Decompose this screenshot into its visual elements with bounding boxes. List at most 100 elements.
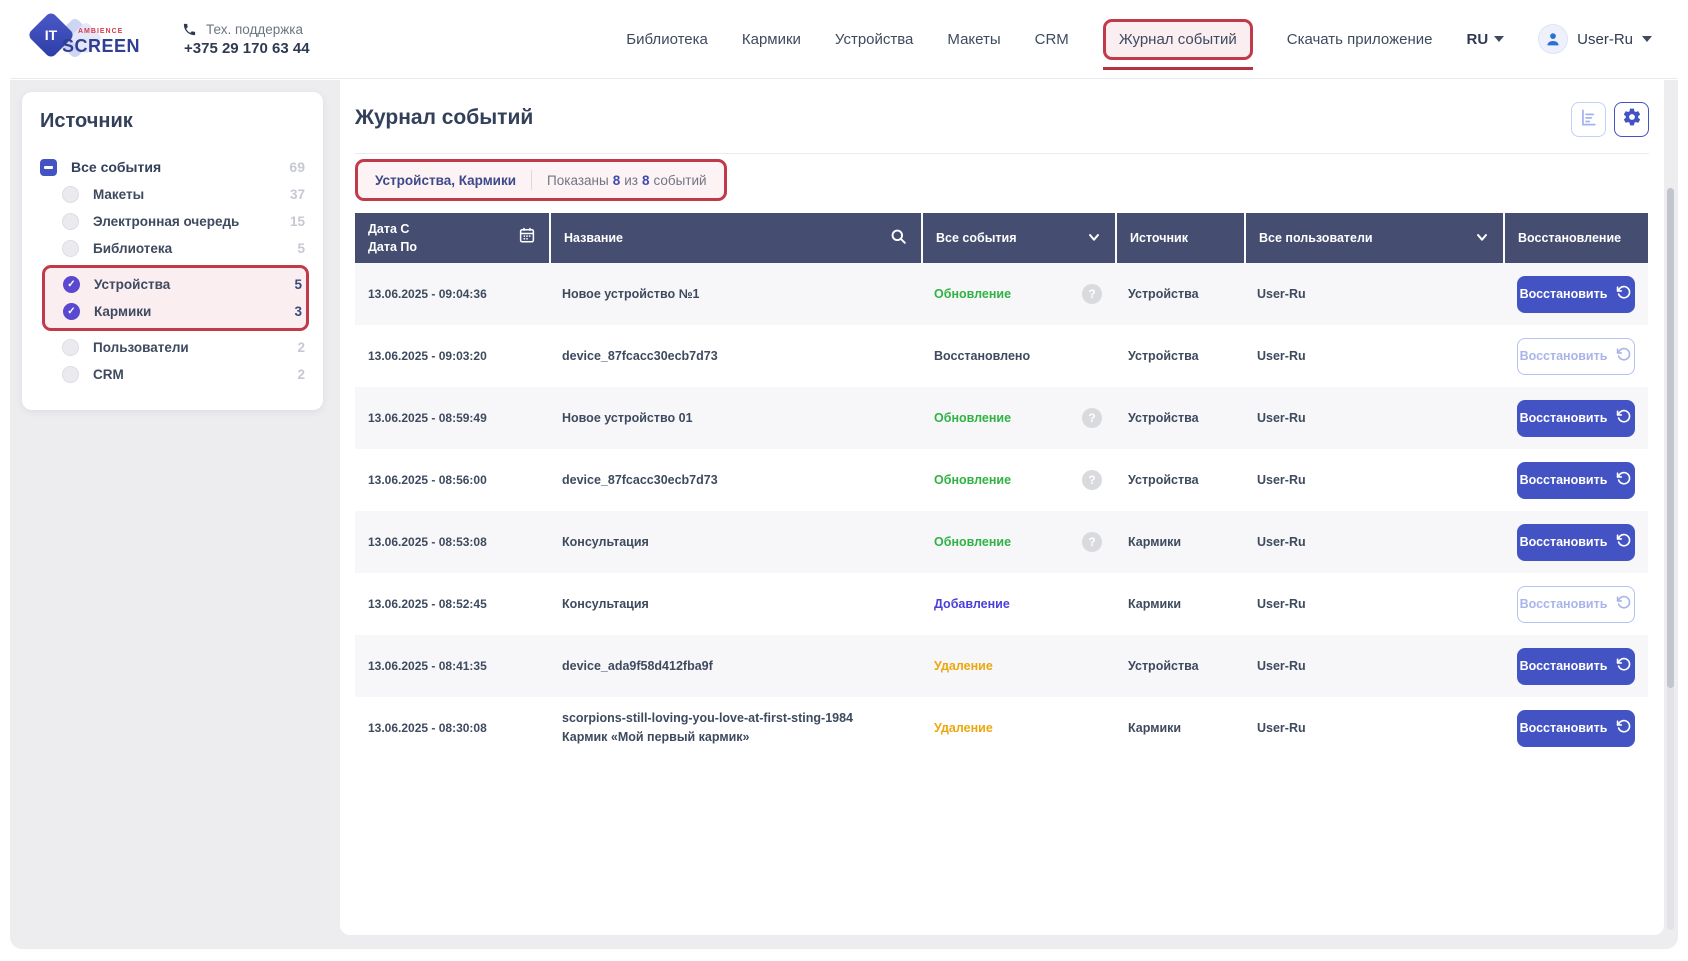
avatar <box>1538 24 1569 54</box>
info-icon[interactable]: ? <box>1082 408 1102 428</box>
brand-tagline: AMBIENCE <box>78 28 124 35</box>
restore-icon <box>1616 595 1631 613</box>
tree-root-all-events[interactable]: Все события 69 <box>40 153 305 181</box>
row-event: Обновление ? <box>921 408 1115 428</box>
checkbox-circle-icon[interactable] <box>62 366 79 383</box>
nav-item-макеты[interactable]: Макеты <box>947 30 1001 48</box>
restore-button[interactable]: Восстановить <box>1516 523 1635 561</box>
source-item-count: 15 <box>289 214 305 229</box>
tree-root-count: 69 <box>289 159 305 175</box>
scrollbar-thumb[interactable] <box>1667 188 1674 688</box>
row-user: User-Ru <box>1257 473 1306 487</box>
header-name-search[interactable]: Название <box>549 213 921 263</box>
language-selector[interactable]: RU <box>1466 31 1505 48</box>
restore-button-label: Восстановить <box>1519 287 1608 301</box>
nav-item-библиотека[interactable]: Библиотека <box>626 30 708 48</box>
nav-item-download-app[interactable]: Скачать приложение <box>1286 30 1433 48</box>
main-nav: Библиотека Кармики Устройства Макеты CRM Журн… <box>626 18 1652 70</box>
restore-icon <box>1616 533 1631 551</box>
row-date: 13.06.2025 - 08:41:35 <box>368 659 487 673</box>
info-icon[interactable]: ? <box>1082 532 1102 552</box>
header-users-filter[interactable]: Все пользователи <box>1244 213 1503 263</box>
restore-button[interactable]: Восстановить <box>1516 585 1635 623</box>
source-item-label: CRM <box>93 367 124 382</box>
restore-button[interactable]: Восстановить <box>1516 275 1635 313</box>
source-item-label: Библиотека <box>93 241 173 256</box>
sidebar-source-item[interactable]: Библиотека 5 <box>40 235 305 262</box>
restore-button[interactable]: Восстановить <box>1516 647 1635 685</box>
restore-button[interactable]: Восстановить <box>1516 337 1635 375</box>
sidebar-source-item[interactable]: Электронная очередь 15 <box>40 208 305 235</box>
row-name-line2: Кармик «Мой первый кармик» <box>562 730 750 744</box>
source-sidebar: Источник Все события 69 Макеты 37 Электр… <box>22 92 323 410</box>
restore-button[interactable]: Восстановить <box>1516 461 1635 499</box>
row-name: device_ada9f58d412fba9f <box>549 657 921 676</box>
row-event-label: Обновление <box>934 411 1012 425</box>
row-name-line1: scorpions-still-loving-you-love-at-first… <box>562 711 854 726</box>
row-date: 13.06.2025 - 08:56:00 <box>368 473 487 487</box>
header-source: Источник <box>1115 213 1244 263</box>
chevron-down-icon[interactable] <box>1474 229 1490 248</box>
user-name: User-Ru <box>1577 30 1633 48</box>
restore-button-label: Восстановить <box>1519 597 1608 611</box>
chevron-down-icon <box>1494 36 1505 42</box>
sidebar-source-item[interactable]: Пользователи 2 <box>40 334 305 361</box>
header-date-filter[interactable]: Дата С Дата По <box>355 213 549 263</box>
checkbox-circle-icon[interactable]: ✓ <box>63 303 80 320</box>
table-row: 13.06.2025 - 09:04:36 Новое устройство №… <box>355 263 1648 325</box>
restore-button[interactable]: Восстановить <box>1516 399 1635 437</box>
row-name-line1: device_87fcacc30ecb7d73 <box>562 348 718 363</box>
table-row: 13.06.2025 - 09:03:20 device_87fcacc30ec… <box>355 325 1648 387</box>
calendar-icon[interactable] <box>518 226 536 249</box>
brand-logo[interactable]: IT AMBIENCE SCREEN <box>26 10 140 66</box>
info-icon[interactable]: ? <box>1082 470 1102 490</box>
restore-button[interactable]: Восстановить <box>1516 709 1635 747</box>
sidebar-source-item[interactable]: CRM 2 <box>40 361 305 388</box>
user-menu[interactable]: User-Ru <box>1538 24 1652 54</box>
tree-items: Макеты 37 Электронная очередь 15 Библиот… <box>40 181 309 388</box>
restore-icon <box>1616 285 1631 303</box>
nav-item-кармики[interactable]: Кармики <box>741 30 801 48</box>
users-column-label: Все пользователи <box>1259 231 1373 245</box>
chart-view-button[interactable] <box>1571 102 1606 137</box>
search-icon[interactable] <box>889 227 908 249</box>
settings-button[interactable] <box>1614 102 1649 137</box>
header-events-filter[interactable]: Все события <box>921 213 1115 263</box>
sidebar-source-item[interactable]: Макеты 37 <box>40 181 305 208</box>
checkbox-circle-icon[interactable] <box>62 240 79 257</box>
name-column-label: Название <box>564 231 624 245</box>
restore-icon <box>1616 471 1631 489</box>
page-title: Журнал событий <box>355 106 534 129</box>
row-user: User-Ru <box>1257 659 1306 673</box>
nav-item-устройства[interactable]: Устройства <box>834 30 914 48</box>
date-range-label: Дата С Дата По <box>368 221 418 254</box>
filter-selection-label: Устройства, Кармики <box>375 172 517 188</box>
row-source: Устройства <box>1128 659 1199 673</box>
nav-item-crm[interactable]: CRM <box>1034 30 1069 48</box>
row-name: Новое устройство 01 <box>549 409 921 428</box>
checkbox-circle-icon[interactable]: ✓ <box>63 276 80 293</box>
restore-button-label: Восстановить <box>1519 535 1608 549</box>
checkbox-indeterminate-icon[interactable] <box>40 158 57 176</box>
sidebar-source-item[interactable]: ✓ Кармики 3 <box>45 298 302 325</box>
row-name-line1: Консультация <box>562 596 649 611</box>
info-icon[interactable]: ? <box>1082 284 1102 304</box>
nav-item-журнал-событий[interactable]: Журнал событий <box>1102 18 1253 70</box>
checkbox-circle-icon[interactable] <box>62 186 79 203</box>
source-item-label: Кармики <box>94 304 152 319</box>
source-item-count: 37 <box>289 187 305 202</box>
row-event: Удаление <box>921 659 1115 673</box>
chevron-down-icon[interactable] <box>1086 229 1102 248</box>
source-item-label: Электронная очередь <box>93 214 240 229</box>
table-row: 13.06.2025 - 08:52:45 Консультация Добав… <box>355 573 1648 635</box>
checkbox-circle-icon[interactable] <box>62 213 79 230</box>
checkbox-circle-icon[interactable] <box>62 339 79 356</box>
source-tree: Все события 69 Макеты 37 Электронная оче… <box>40 153 309 388</box>
row-event-label: Удаление <box>934 721 993 735</box>
sidebar-source-item[interactable]: ✓ Устройства 5 <box>45 271 302 298</box>
chevron-down-icon <box>1642 36 1652 42</box>
gear-icon <box>1622 107 1642 132</box>
table-row: 13.06.2025 - 08:53:08 Консультация Обнов… <box>355 511 1648 573</box>
row-event-label: Восстановлено <box>934 349 1031 363</box>
row-date: 13.06.2025 - 08:52:45 <box>368 597 487 611</box>
